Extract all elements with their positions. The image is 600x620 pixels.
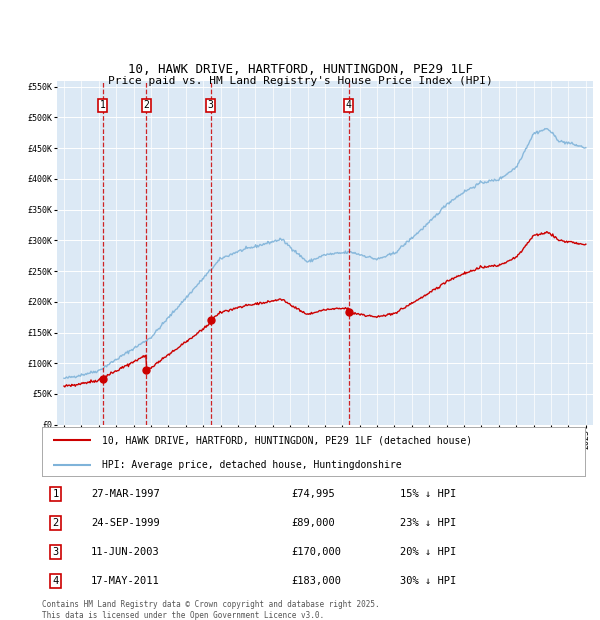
Text: 3: 3 — [52, 547, 59, 557]
Text: 2: 2 — [143, 100, 149, 110]
Text: 30% ↓ HPI: 30% ↓ HPI — [400, 576, 457, 587]
Text: 24-SEP-1999: 24-SEP-1999 — [91, 518, 160, 528]
Text: 1: 1 — [100, 100, 106, 110]
Text: £89,000: £89,000 — [292, 518, 335, 528]
Text: 17-MAY-2011: 17-MAY-2011 — [91, 576, 160, 587]
Text: 10, HAWK DRIVE, HARTFORD, HUNTINGDON, PE29 1LF: 10, HAWK DRIVE, HARTFORD, HUNTINGDON, PE… — [128, 63, 473, 76]
Text: 4: 4 — [52, 576, 59, 587]
Text: HPI: Average price, detached house, Huntingdonshire: HPI: Average price, detached house, Hunt… — [102, 460, 401, 470]
Text: 11-JUN-2003: 11-JUN-2003 — [91, 547, 160, 557]
Text: 3: 3 — [208, 100, 214, 110]
Text: Price paid vs. HM Land Registry's House Price Index (HPI): Price paid vs. HM Land Registry's House … — [107, 76, 493, 86]
Text: £170,000: £170,000 — [292, 547, 342, 557]
Text: £183,000: £183,000 — [292, 576, 342, 587]
Text: 1: 1 — [52, 489, 59, 499]
Text: £74,995: £74,995 — [292, 489, 335, 499]
Text: 23% ↓ HPI: 23% ↓ HPI — [400, 518, 457, 528]
Text: 10, HAWK DRIVE, HARTFORD, HUNTINGDON, PE29 1LF (detached house): 10, HAWK DRIVE, HARTFORD, HUNTINGDON, PE… — [102, 435, 472, 445]
Text: 20% ↓ HPI: 20% ↓ HPI — [400, 547, 457, 557]
Text: Contains HM Land Registry data © Crown copyright and database right 2025.: Contains HM Land Registry data © Crown c… — [42, 600, 380, 609]
Text: 27-MAR-1997: 27-MAR-1997 — [91, 489, 160, 499]
Text: 4: 4 — [346, 100, 352, 110]
Text: This data is licensed under the Open Government Licence v3.0.: This data is licensed under the Open Gov… — [42, 611, 324, 619]
Text: 2: 2 — [52, 518, 59, 528]
Text: 15% ↓ HPI: 15% ↓ HPI — [400, 489, 457, 499]
